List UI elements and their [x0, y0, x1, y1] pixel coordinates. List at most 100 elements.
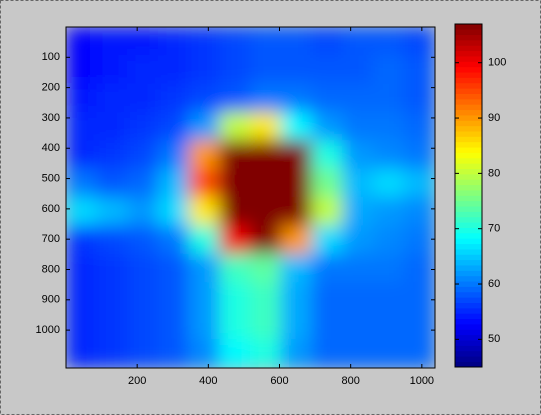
heatmap-cell	[342, 339, 374, 368]
heatmap-cell	[188, 168, 221, 198]
y-tick-label: 500	[42, 172, 60, 184]
colorbar-tick-label: 50	[488, 333, 500, 345]
heatmap-cell	[373, 225, 405, 255]
y-tick-label: 700	[42, 233, 60, 245]
colorbar-swatch	[455, 238, 482, 245]
heatmap-cell	[280, 140, 313, 170]
heatmap-cell	[127, 310, 159, 341]
heatmap-cell	[66, 111, 98, 142]
colorbar-swatch	[455, 270, 482, 277]
heatmap-cell	[403, 253, 435, 284]
heatmap-cell	[157, 225, 190, 255]
colorbar-swatch	[455, 211, 482, 218]
heatmap-cell	[96, 168, 128, 198]
colorbar-swatch	[455, 130, 482, 137]
heatmap-cell	[403, 197, 435, 227]
heatmap-cell	[157, 140, 190, 170]
colorbar-swatch	[455, 34, 482, 41]
colorbar-swatch	[455, 77, 482, 84]
heatmap-cell	[219, 168, 251, 198]
heatmap-cell	[311, 310, 344, 341]
heatmap-cell	[157, 310, 190, 341]
colorbar-swatch	[455, 275, 482, 282]
heatmap-cell	[219, 140, 251, 170]
x-tick-label: 800	[341, 375, 359, 387]
heatmap-cell	[219, 282, 251, 312]
colorbar-swatch	[455, 345, 482, 352]
heatmap-cell	[311, 54, 344, 85]
heatmap-cell	[342, 27, 374, 56]
heatmap-cell	[157, 197, 190, 227]
heatmap-cell	[342, 111, 374, 142]
colorbar-swatch	[455, 146, 482, 153]
heatmap-cell	[66, 27, 98, 56]
colorbar-swatch	[455, 61, 482, 68]
heatmap-cell	[127, 197, 159, 227]
heatmap-cell	[219, 83, 251, 113]
colorbar-swatch	[455, 221, 482, 228]
y-tick-label: 800	[42, 263, 60, 275]
colorbar-swatch	[455, 98, 482, 105]
heatmap-cell	[127, 225, 159, 255]
colorbar-swatch	[455, 297, 482, 303]
colorbar-swatch	[455, 329, 482, 336]
heatmap	[66, 27, 435, 368]
heatmap-cell	[280, 168, 313, 198]
heatmap-cell	[311, 140, 344, 170]
heatmap-cell	[373, 54, 405, 85]
colorbar-swatch	[455, 173, 482, 180]
colorbar-swatch	[455, 163, 482, 170]
heatmap-cell	[127, 83, 159, 113]
heatmap-cell	[280, 282, 313, 312]
colorbar-frame	[454, 23, 483, 368]
colorbar-tick-label: 90	[488, 112, 500, 124]
colorbar-swatch	[455, 264, 482, 271]
colorbar-swatch	[455, 195, 482, 202]
y-tick-label: 600	[42, 203, 60, 215]
colorbar-swatch	[455, 152, 482, 159]
heatmap-cell	[250, 54, 282, 85]
heatmap-cell	[66, 282, 98, 312]
heatmap-cell	[311, 111, 344, 142]
colorbar-swatch	[455, 66, 482, 73]
heatmap-cell	[188, 225, 221, 255]
x-tick-label: 1000	[410, 375, 434, 387]
heatmap-cell	[403, 27, 435, 56]
colorbar-swatch	[455, 23, 482, 30]
heatmap-cell	[311, 253, 344, 284]
heatmap-cell	[127, 253, 159, 284]
colorbar-swatch	[455, 307, 482, 314]
heatmap-cell	[250, 339, 282, 368]
heatmap-cell	[219, 253, 251, 284]
heatmap-cell	[157, 54, 190, 85]
colorbar-swatch	[455, 323, 482, 330]
heatmap-cell	[96, 111, 128, 142]
heatmap-cell	[96, 253, 128, 284]
heatmap-cell	[96, 310, 128, 341]
heatmap-cell	[280, 339, 313, 368]
heatmap-cell	[403, 140, 435, 170]
heatmap-cell	[280, 310, 313, 341]
colorbar-swatch	[455, 216, 482, 223]
heatmap-cell	[219, 27, 251, 56]
colorbar-tick-label: 60	[488, 278, 500, 290]
heatmap-cell	[373, 310, 405, 341]
colorbar-swatch	[455, 248, 482, 255]
heatmap-cell	[250, 83, 282, 113]
heatmap-cell	[373, 197, 405, 227]
heatmap-cell	[250, 197, 282, 227]
heatmap-cell	[311, 282, 344, 312]
colorbar-swatch	[455, 313, 482, 320]
colorbar-swatch	[455, 350, 482, 357]
heatmap-cell	[66, 83, 98, 113]
heatmap-cell	[342, 253, 374, 284]
heatmap-cell	[66, 197, 98, 227]
colorbar-swatch	[455, 157, 482, 164]
colorbar-swatch	[455, 55, 482, 62]
heatmap-cell	[250, 111, 282, 142]
heatmap-cell	[403, 310, 435, 341]
colorbar-swatch	[455, 339, 482, 346]
heatmap-cell	[342, 168, 374, 198]
colorbar-swatch	[455, 243, 482, 250]
colorbar-swatch	[455, 109, 482, 116]
